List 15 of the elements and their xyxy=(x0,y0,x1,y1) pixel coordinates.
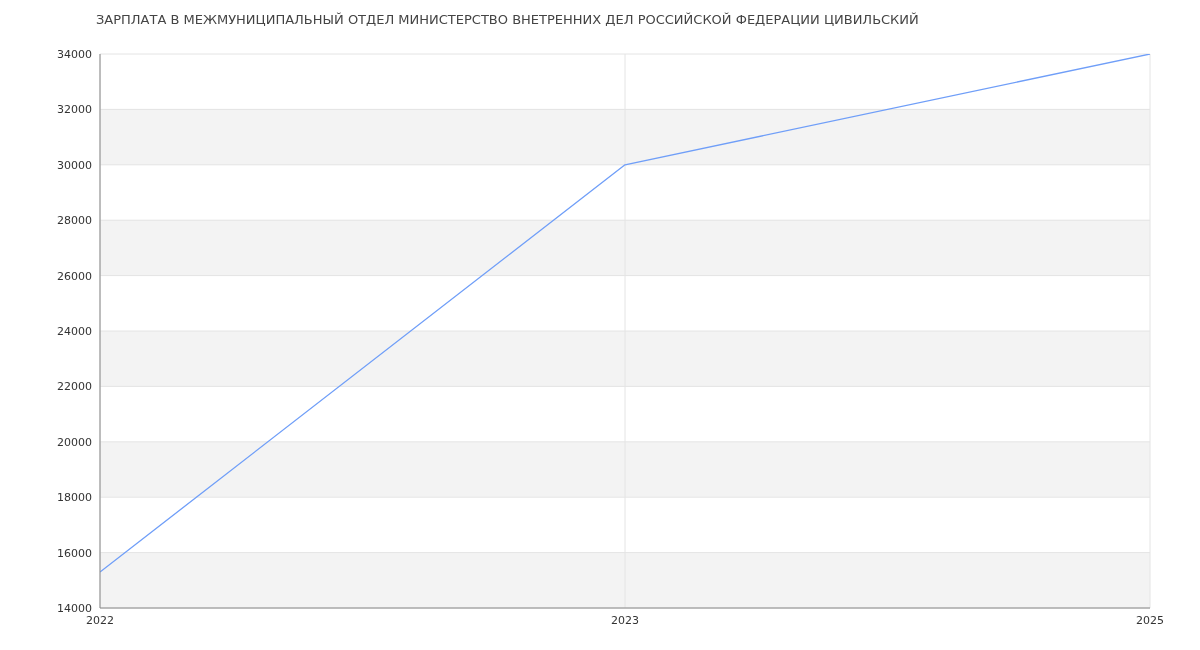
y-tick-label: 32000 xyxy=(57,103,92,117)
y-tick-label: 28000 xyxy=(57,214,92,228)
x-tick-label: 2022 xyxy=(86,613,114,627)
chart-title: ЗАРПЛАТА В МЕЖМУНИЦИПАЛЬНЫЙ ОТДЕЛ МИНИСТЕРСТВО ВНЕТРЕННИХ ДЕЛ РОССИЙСКОЙ ФЕДЕРАЦИИ ЦИВИЛЬСКИЙ xyxy=(95,11,920,29)
y-tick-label: 14000 xyxy=(57,601,92,615)
y-tick-label: 22000 xyxy=(57,380,92,394)
x-tick-label: 2023 xyxy=(611,613,639,627)
y-tick-label: 18000 xyxy=(57,491,92,505)
y-tick-label: 20000 xyxy=(57,435,92,449)
y-tick-label: 34000 xyxy=(57,47,92,61)
y-tick-label: 30000 xyxy=(57,158,92,172)
y-tick-label: 16000 xyxy=(57,546,92,560)
x-tick-label: 2025 xyxy=(1136,613,1164,627)
y-tick-label: 24000 xyxy=(57,324,92,338)
y-tick-label: 26000 xyxy=(57,269,92,283)
